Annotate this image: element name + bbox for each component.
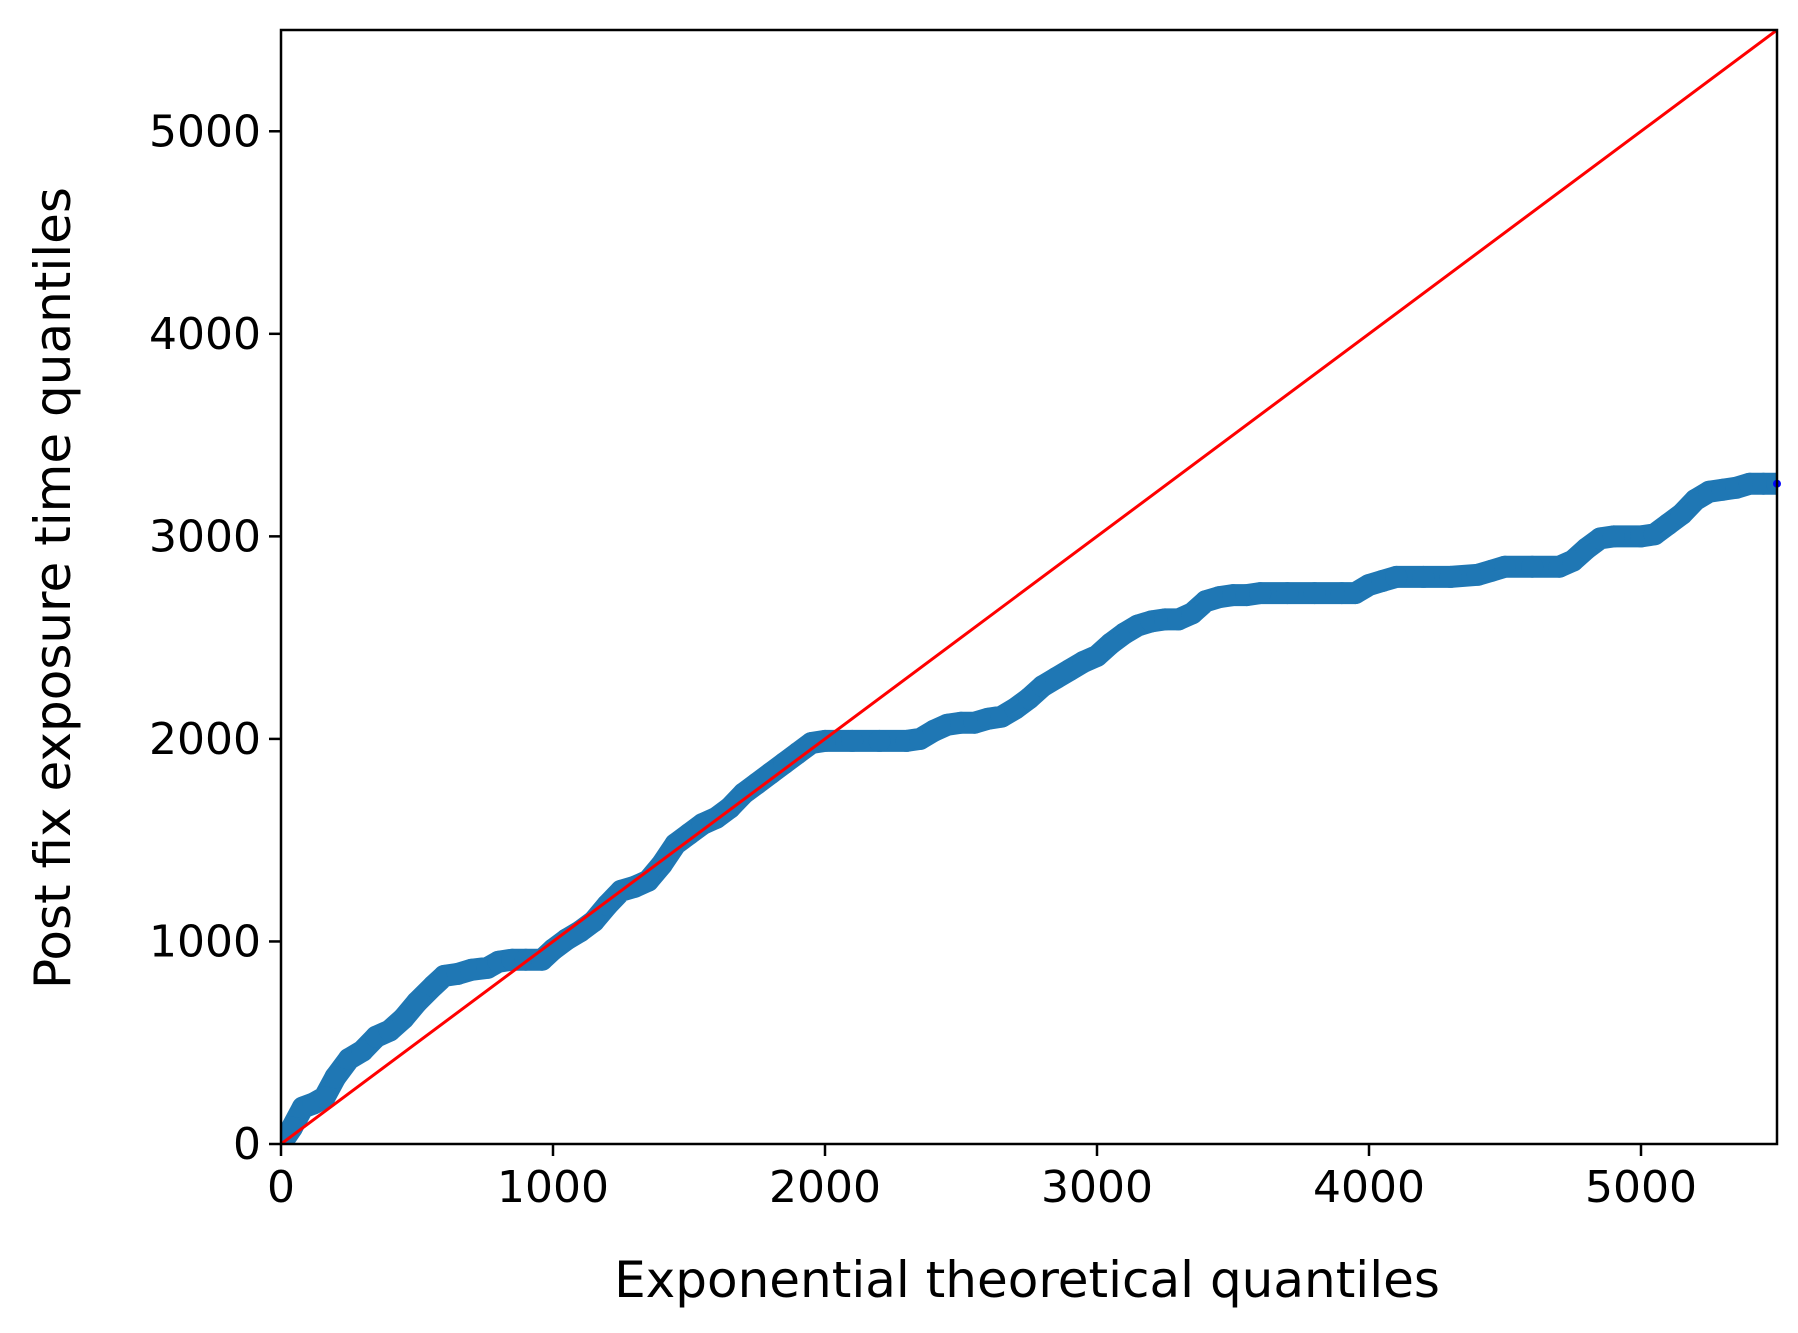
data-layer (281, 30, 1781, 1144)
data-point (324, 1066, 347, 1089)
y-tick-label: 1000 (149, 916, 261, 967)
y-axis-label: Post fix exposure time quantiles (24, 187, 82, 989)
axes-layer: 0 1000 2000 3000 4000 5000 0 1000 2000 3000 4000 50… (149, 28, 1779, 1213)
x-axis-label: Exponential theoretical quantiles (614, 1251, 1440, 1309)
data-point (1670, 503, 1693, 526)
data-point (841, 729, 864, 752)
data-point (868, 729, 891, 752)
data-point (1303, 582, 1326, 605)
data-point (313, 1086, 336, 1109)
x-tick-label: 1000 (497, 1162, 609, 1213)
x-tick-label: 0 (267, 1162, 295, 1213)
data-point (596, 894, 619, 916)
series-0 (281, 472, 1777, 1144)
data-point (1439, 565, 1462, 588)
y-tick-label: 2000 (149, 714, 261, 765)
data-point (1249, 582, 1272, 605)
data-point (406, 991, 428, 1014)
data-point (1494, 555, 1516, 578)
reference-line (281, 30, 1777, 1144)
data-point (1521, 555, 1544, 578)
y-tick-label: 5000 (149, 106, 261, 157)
data-point (1385, 565, 1408, 588)
y-tick-label: 0 (233, 1119, 261, 1170)
data-point (1602, 525, 1625, 548)
data-point (460, 958, 483, 981)
x-tick-label: 3000 (1041, 1162, 1153, 1213)
y-tick-label: 3000 (149, 511, 261, 562)
y-tick-label: 4000 (149, 309, 261, 360)
data-point (1412, 565, 1435, 588)
x-tick-label: 4000 (1313, 1162, 1425, 1213)
data-point (1766, 472, 1777, 495)
plot-frame (279, 28, 1779, 1146)
data-point (351, 1039, 374, 1062)
x-tick-label: 5000 (1585, 1162, 1697, 1213)
data-point (1276, 582, 1299, 605)
data-point (392, 1007, 415, 1030)
data-point (650, 853, 673, 876)
plot-area (281, 30, 1777, 1144)
x-tick-label: 2000 (769, 1162, 881, 1213)
